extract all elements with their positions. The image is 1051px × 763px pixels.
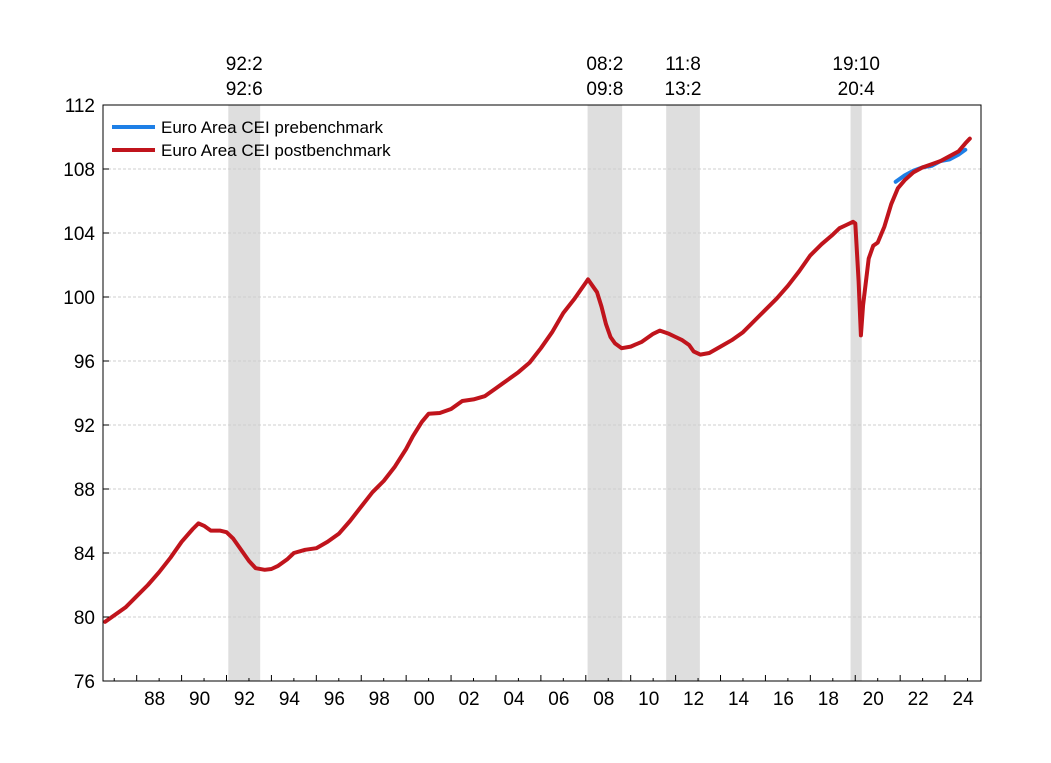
x-tick-label: 02 xyxy=(458,689,479,710)
y-tick-label: 84 xyxy=(74,544,96,565)
x-tick-label: 12 xyxy=(683,689,704,710)
series-lines xyxy=(103,136,972,624)
recession-band xyxy=(666,105,700,681)
x-tick-label: 90 xyxy=(189,689,210,710)
recession-peak-label: 11:8 xyxy=(665,54,701,75)
x-tick-label: 88 xyxy=(144,689,165,710)
x-tick-label: 10 xyxy=(638,689,659,710)
plot-frame xyxy=(102,104,982,682)
recession-shading-layer xyxy=(228,105,862,681)
recession-labels: 92:2 92:6 08:2 09:8 11:8 13:2 19:10 20:4 xyxy=(226,54,880,100)
legend-label: Euro Area CEI postbenchmark xyxy=(161,141,391,160)
recession-trough-label: 20:4 xyxy=(838,79,875,100)
legend-label: Euro Area CEI prebenchmark xyxy=(161,118,384,137)
x-axis: 88 90 92 94 96 98 00 02 04 06 08 10 12 14 16 18 20 22 24 xyxy=(113,675,975,710)
recession-band xyxy=(228,105,261,681)
x-tick-label: 18 xyxy=(818,689,839,710)
x-tick-label: 06 xyxy=(548,689,569,710)
x-tick-label: 20 xyxy=(863,689,884,710)
recession-trough-label: 13:2 xyxy=(665,79,702,100)
x-tick-label: 08 xyxy=(593,689,614,710)
legend: Euro Area CEI prebenchmark Euro Area CEI … xyxy=(112,118,391,160)
recession-band xyxy=(850,105,862,681)
y-axis: 76 80 84 88 92 96 100 104 108 112 xyxy=(63,96,109,693)
y-tick-label: 100 xyxy=(63,288,95,309)
recession-trough-label: 92:6 xyxy=(226,79,263,100)
recession-peak-label: 08:2 xyxy=(586,54,623,75)
recession-peak-label: 19:10 xyxy=(832,54,880,75)
y-tick-label: 112 xyxy=(65,96,95,117)
x-tick-label: 00 xyxy=(414,689,435,710)
y-tick-label: 96 xyxy=(74,352,95,373)
y-tick-label: 104 xyxy=(63,224,95,245)
x-tick-label: 98 xyxy=(369,689,390,710)
x-tick-label: 04 xyxy=(503,689,525,710)
x-tick-label: 24 xyxy=(953,689,975,710)
x-tick-label: 92 xyxy=(234,689,255,710)
series-line-1 xyxy=(103,136,972,624)
recession-band xyxy=(587,105,623,681)
x-tick-label: 14 xyxy=(728,689,750,710)
y-tick-label: 108 xyxy=(63,160,95,181)
x-tick-label: 96 xyxy=(324,689,345,710)
x-tick-label: 94 xyxy=(279,689,301,710)
recession-trough-label: 09:8 xyxy=(586,79,623,100)
recession-peak-label: 92:2 xyxy=(226,54,263,75)
x-tick-label: 16 xyxy=(773,689,794,710)
y-tick-label: 88 xyxy=(74,480,95,501)
x-tick-label: 22 xyxy=(908,689,929,710)
y-tick-label: 92 xyxy=(74,416,95,437)
y-tick-label: 76 xyxy=(74,672,95,693)
y-tick-label: 80 xyxy=(74,608,95,629)
